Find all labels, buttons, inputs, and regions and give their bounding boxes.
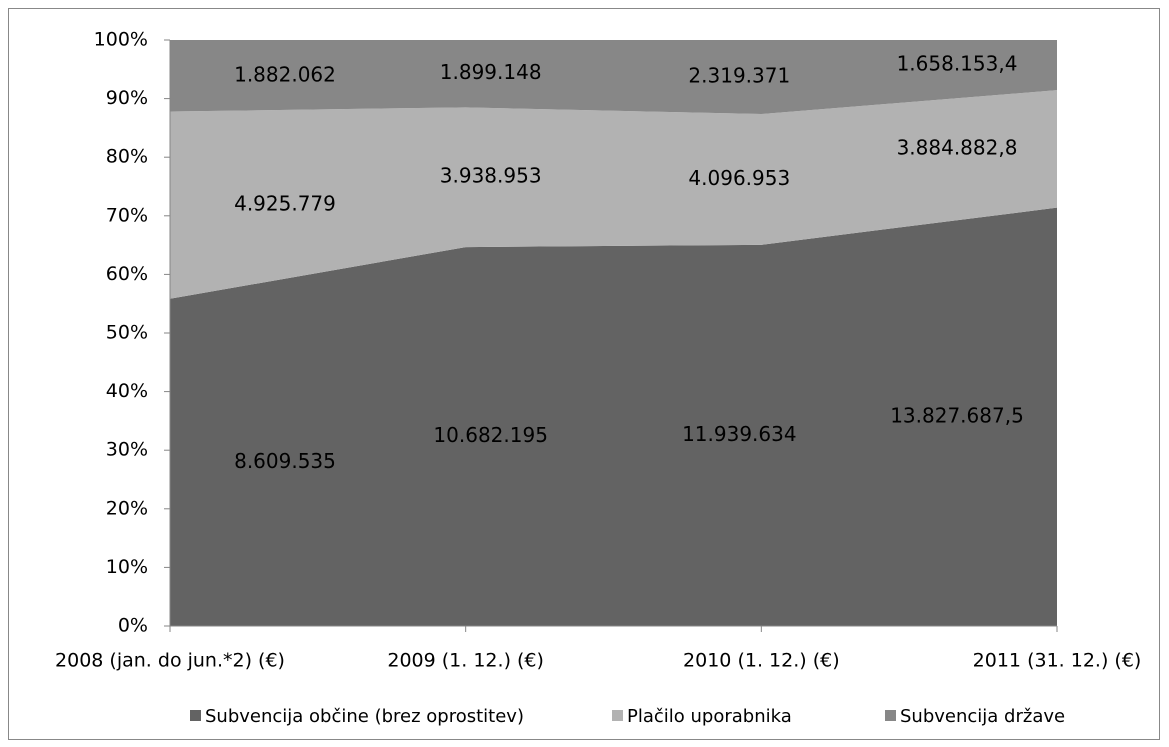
- area: [170, 40, 1057, 115]
- legend-swatch: [190, 710, 201, 721]
- y-tick-label: 30%: [106, 439, 148, 461]
- legend-label: Subvencija občine (brez oprostitev): [205, 706, 524, 727]
- y-tick-label: 70%: [106, 204, 148, 226]
- area: [170, 90, 1057, 299]
- y-tick-label: 20%: [106, 497, 148, 519]
- data-label: 3.884.882,8: [897, 135, 1018, 159]
- y-tick-label: 0%: [118, 615, 148, 637]
- legend-label: Subvencija države: [900, 706, 1065, 727]
- y-tick-label: 60%: [106, 263, 148, 285]
- x-tick-label: 2008 (jan. do jun.*2) (€): [55, 650, 285, 672]
- data-label: 1.899.148: [440, 60, 542, 84]
- y-tick-label: 80%: [106, 146, 148, 168]
- data-label: 8.609.535: [234, 449, 336, 473]
- data-label: 4.096.953: [688, 166, 790, 190]
- data-label: 3.938.953: [440, 164, 542, 188]
- legend-swatch: [612, 710, 623, 721]
- y-tick-label: 50%: [106, 322, 148, 344]
- data-label: 10.682.195: [433, 423, 548, 447]
- data-label: 11.939.634: [682, 422, 797, 446]
- data-label: 2.319.371: [688, 64, 790, 88]
- legend-label: Plačilo uporabnika: [627, 706, 792, 727]
- y-tick-label: 10%: [106, 556, 148, 578]
- area: [170, 207, 1057, 627]
- x-tick-label: 2010 (1. 12.) (€): [683, 650, 840, 672]
- data-label: 1.882.062: [234, 62, 336, 86]
- y-tick-label: 40%: [106, 380, 148, 402]
- legend-swatch: [885, 710, 896, 721]
- x-tick-label: 2009 (1. 12.) (€): [387, 650, 544, 672]
- y-tick-label: 90%: [106, 87, 148, 109]
- y-tick-label: 100%: [94, 29, 148, 51]
- x-tick-label: 2011 (31. 12.) (€): [973, 650, 1142, 672]
- data-label: 13.827.687,5: [890, 403, 1024, 427]
- data-label: 1.658.153,4: [897, 52, 1018, 76]
- data-label: 4.925.779: [234, 192, 336, 216]
